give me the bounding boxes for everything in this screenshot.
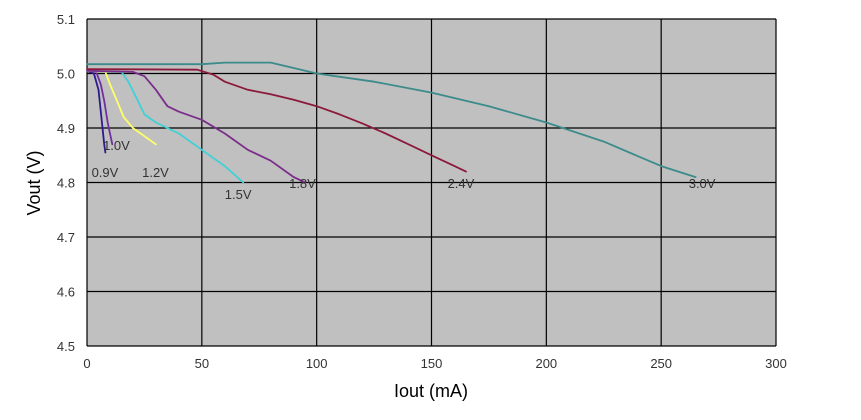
series-label-0-9v: 0.9V — [92, 165, 119, 180]
y-tick-label: 4.8 — [57, 176, 75, 191]
y-tick-label: 5.1 — [57, 12, 75, 27]
y-tick-label: 5.0 — [57, 67, 75, 82]
series-line-1-2v — [86, 69, 157, 146]
series-label-1-2v: 1.2V — [142, 165, 169, 180]
series-label-3-0v: 3.0V — [689, 176, 716, 191]
y-axis-title: Vout (V) — [24, 150, 44, 215]
y-tick-label: 4.6 — [57, 285, 75, 300]
series-line-1-5v — [86, 69, 245, 184]
x-tick-label: 200 — [535, 356, 557, 371]
axis-ticks: 0 50 100 150 200 250 300 4.5 4.6 4.7 4.8 4.9 5.0 5.1 — [57, 12, 787, 371]
x-tick-label: 100 — [306, 356, 328, 371]
y-tick-label: 4.9 — [57, 121, 75, 136]
series-line-3-0v — [86, 61, 697, 179]
x-tick-label: 250 — [650, 356, 672, 371]
series-line-0-9v — [86, 69, 107, 154]
series-lines — [86, 61, 697, 184]
series-label-1-8v: 1.8V — [289, 176, 316, 191]
x-tick-label: 150 — [421, 356, 443, 371]
y-tick-label: 4.7 — [57, 230, 75, 245]
x-axis-title: Iout (mA) — [394, 381, 468, 401]
series-line-1-8v — [86, 69, 307, 184]
series-label-2-4v: 2.4V — [448, 176, 475, 191]
y-tick-label: 4.5 — [57, 339, 75, 354]
x-tick-label: 0 — [83, 356, 90, 371]
x-tick-label: 50 — [195, 356, 209, 371]
series-labels: 0.9V 1.0V 1.2V 1.5V 1.8V 2.4V 3.0V — [92, 138, 716, 202]
series-label-1-5v: 1.5V — [225, 187, 252, 202]
series-label-1-0v: 1.0V — [103, 138, 130, 153]
series-line-2-4v — [86, 68, 467, 173]
x-tick-label: 300 — [765, 356, 787, 371]
